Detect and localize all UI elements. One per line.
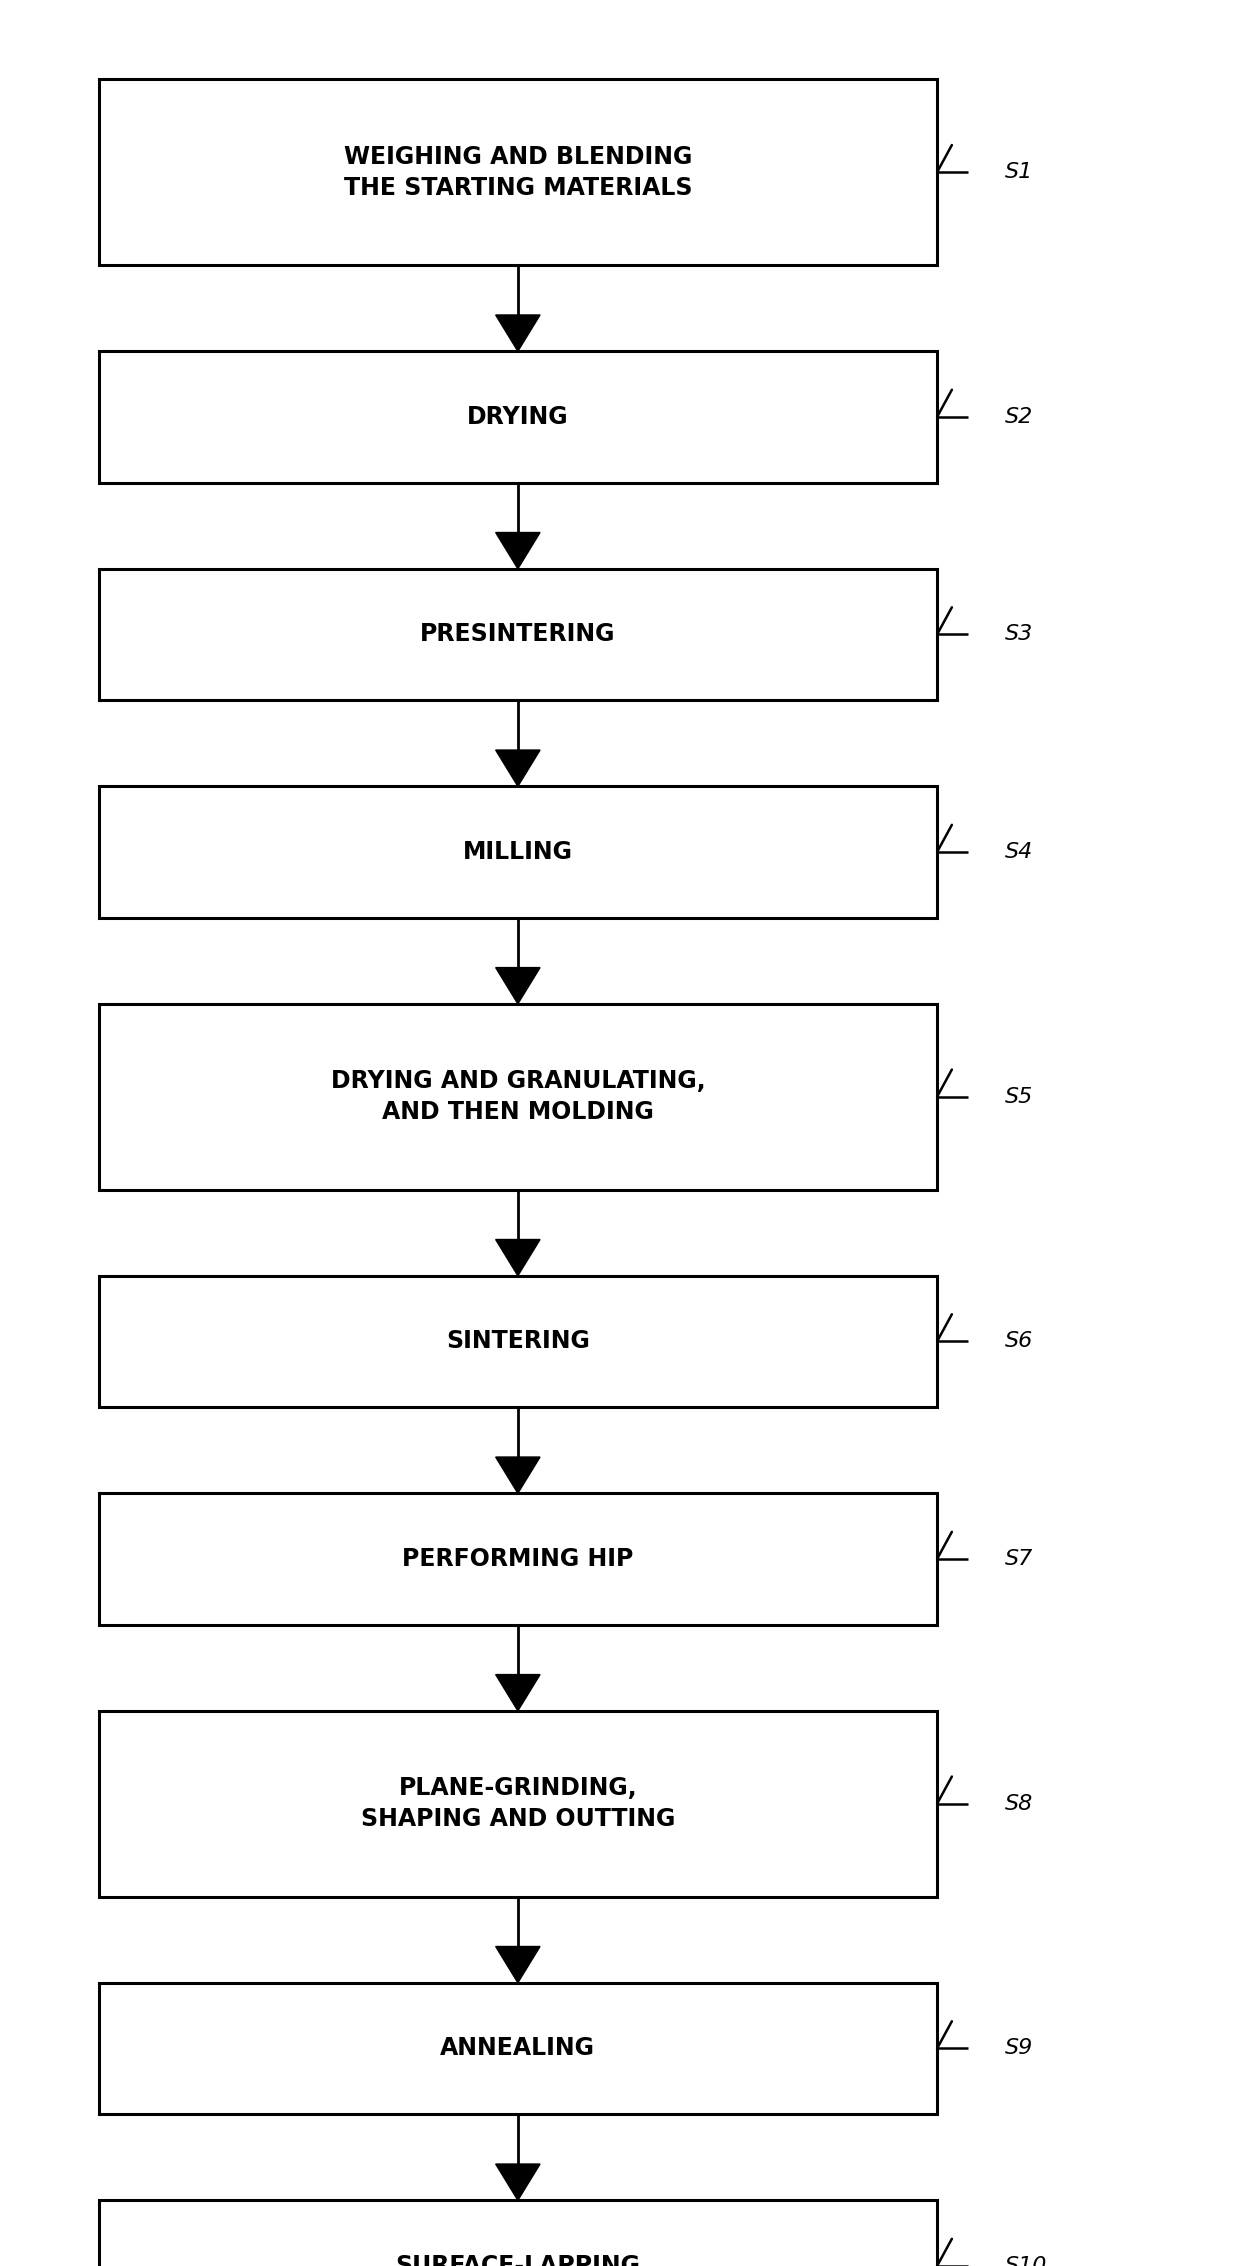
Text: S6: S6: [1005, 1332, 1033, 1351]
Polygon shape: [496, 315, 540, 351]
Text: S1: S1: [1005, 163, 1033, 181]
Bar: [99, 1276, 937, 1407]
Bar: [99, 79, 937, 265]
Polygon shape: [496, 968, 540, 1004]
Polygon shape: [496, 750, 540, 786]
Bar: [99, 1004, 937, 1190]
Text: DRYING: DRYING: [467, 406, 568, 428]
Bar: [99, 569, 937, 700]
Text: MILLING: MILLING: [462, 841, 573, 863]
Text: S7: S7: [1005, 1550, 1033, 1568]
Bar: [99, 2200, 937, 2266]
Text: WEIGHING AND BLENDING
THE STARTING MATERIALS: WEIGHING AND BLENDING THE STARTING MATER…: [344, 145, 692, 199]
Polygon shape: [496, 1457, 540, 1493]
Bar: [99, 1983, 937, 2114]
Polygon shape: [496, 533, 540, 569]
Text: SINTERING: SINTERING: [446, 1330, 589, 1353]
Bar: [99, 1711, 937, 1897]
Bar: [99, 786, 937, 918]
Text: S2: S2: [1005, 408, 1033, 426]
Text: S3: S3: [1005, 625, 1033, 644]
Text: DRYING AND GRANULATING,
AND THEN MOLDING: DRYING AND GRANULATING, AND THEN MOLDING: [330, 1070, 705, 1124]
Polygon shape: [496, 1675, 540, 1711]
Text: PRESINTERING: PRESINTERING: [420, 623, 615, 646]
Polygon shape: [496, 2164, 540, 2200]
Text: S8: S8: [1005, 1795, 1033, 1813]
Text: PLANE-GRINDING,
SHAPING AND OUTTING: PLANE-GRINDING, SHAPING AND OUTTING: [361, 1777, 674, 1831]
Bar: [99, 1493, 937, 1625]
Text: PERFORMING HIP: PERFORMING HIP: [402, 1548, 634, 1570]
Text: S5: S5: [1005, 1088, 1033, 1106]
Text: ANNEALING: ANNEALING: [440, 2037, 596, 2060]
Bar: [99, 351, 937, 483]
Text: S4: S4: [1005, 843, 1033, 861]
Polygon shape: [496, 1240, 540, 1276]
Polygon shape: [496, 1946, 540, 1983]
Text: S10: S10: [1005, 2257, 1047, 2266]
Text: SURFACE-LAPPING: SURFACE-LAPPING: [396, 2255, 640, 2266]
Text: S9: S9: [1005, 2039, 1033, 2058]
